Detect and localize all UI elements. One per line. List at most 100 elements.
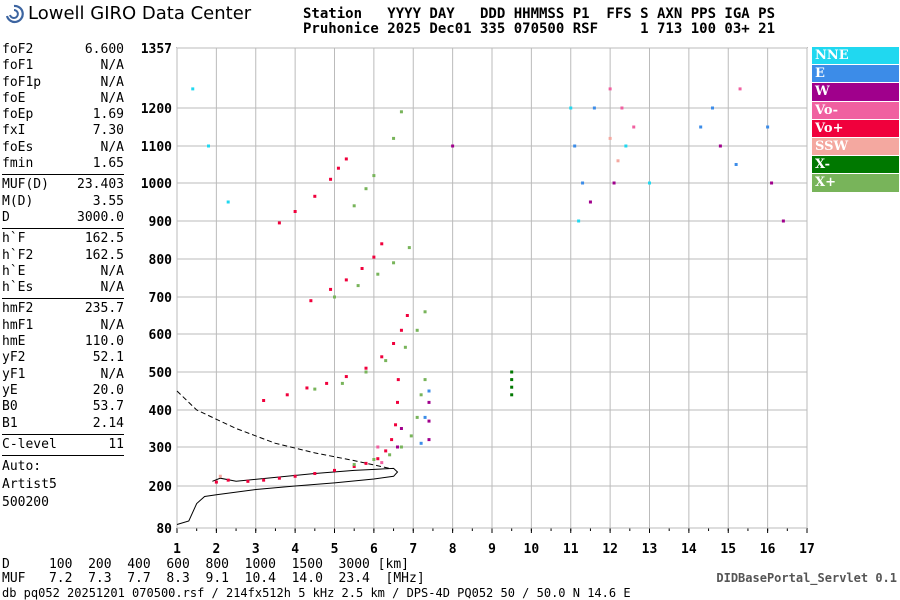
param-name: foF1 [2, 58, 34, 74]
density-profile-dashed [176, 390, 390, 469]
param-row: yE 20.0 [2, 383, 124, 399]
param-value: 1.69 [92, 107, 124, 123]
echo-point-e [711, 106, 714, 110]
echo-point-vo [336, 166, 340, 170]
echo-point-e [699, 125, 703, 129]
param-name: M(D) [2, 193, 34, 209]
echo-point-vo [313, 472, 317, 476]
echo-point-vo [392, 342, 396, 345]
x-tick-label: 11 [563, 542, 579, 557]
echo-point-vo [360, 267, 364, 270]
param-name: hmE [2, 334, 26, 350]
echo-point-nne [569, 106, 573, 110]
echo-point-x [333, 295, 336, 299]
legend-item: X- [812, 156, 899, 174]
echo-point-vo [277, 221, 281, 225]
echo-point-vo [285, 393, 289, 397]
param-value: 162.5 [84, 231, 124, 247]
x-tick-label: 13 [642, 542, 658, 557]
echo-point-vo [608, 87, 612, 91]
param-value: 3000.0 [77, 209, 124, 225]
echo-point-vo [262, 399, 266, 402]
echo-point-e [766, 125, 770, 129]
echo-point-nne [226, 200, 230, 204]
param-value: 6.600 [84, 42, 124, 57]
param-value: 20.0 [92, 382, 124, 398]
echo-point-vo [226, 478, 230, 482]
param-name: B0 [2, 399, 18, 415]
legend-item: NNE [812, 47, 899, 65]
echo-point-vo [364, 366, 368, 370]
scaled-parameters-panel: foF2 6.600 foF1 N/A foF1p N/A foE N/A foEp 1.69 fx… [2, 42, 124, 512]
echo-point-vo [277, 476, 281, 480]
param-value: 235.7 [84, 301, 124, 317]
footer-muf-row: MUF 7.2 7.3 7.7 8.3 9.1 10.4 14.0 23.4 [… [2, 571, 425, 586]
echo-point-x [423, 378, 427, 382]
param-name: foEp [2, 107, 34, 123]
param-name: foEs [2, 139, 34, 155]
echo-point-x [423, 310, 427, 314]
echo-point-ssw [218, 474, 222, 478]
echo-point-vo [399, 328, 403, 332]
echo-point-x [372, 457, 376, 461]
param-value: 2.14 [92, 415, 124, 431]
x-tick-label: 10 [524, 542, 540, 557]
x-tick-label: 15 [720, 542, 736, 557]
echo-point-vo [305, 386, 309, 390]
param-separator [2, 228, 124, 230]
param-row: h`F 162.5 [2, 231, 124, 247]
echo-point-x [510, 370, 514, 374]
legend-item: SSW [812, 137, 899, 156]
param-value: 23.403 [77, 177, 124, 193]
param-row: yF2 52.1 [2, 350, 124, 366]
echo-point-x [364, 187, 368, 191]
echo-point-vo [364, 461, 368, 465]
giro-swirl-icon [5, 4, 24, 23]
footer-file-info: db pq052 20251201 070500.rsf / 214fx512h… [2, 586, 631, 600]
param-name: B1 [2, 415, 18, 431]
param-row: fmin 1.65 [2, 156, 124, 172]
param-name: yF1 [2, 366, 26, 382]
echo-point-vo [313, 194, 317, 198]
y-tick-label: 200 [149, 480, 173, 495]
param-separator [2, 298, 124, 300]
echo-point-w [396, 445, 399, 449]
echo-point-vo [329, 177, 333, 181]
echo-point-ssw [608, 136, 612, 140]
echo-point-x [352, 204, 356, 208]
echo-point-vo [293, 210, 297, 213]
echo-point-vo [329, 287, 333, 291]
echo-point-x [510, 393, 514, 397]
echo-point-nne [624, 144, 628, 148]
legend-item: W [812, 83, 899, 101]
legend-item: E [812, 65, 899, 83]
x-tick-label: 8 [449, 542, 457, 557]
echo-point-vo [390, 438, 394, 442]
echo-point-w [612, 181, 616, 185]
echo-point-x [399, 110, 403, 114]
echo-point-x [392, 261, 396, 265]
param-row: foF1p N/A [2, 75, 124, 91]
echo-point-vo [344, 157, 348, 161]
echo-point-vo [632, 125, 636, 129]
y-tick-label: 500 [149, 366, 173, 381]
y-tick-label: 800 [149, 253, 173, 268]
param-row: hmF2 235.7 [2, 301, 124, 317]
autoscale-info: 500200 [2, 495, 49, 511]
echo-point-nne [207, 144, 210, 148]
echo-point-vo [214, 480, 218, 484]
autoscale-info: Auto: [2, 459, 42, 475]
echo-point-e [423, 415, 427, 419]
echo-point-x [415, 328, 419, 332]
echo-point-x [313, 387, 317, 391]
echo-point-x [340, 381, 344, 385]
y-tick-label: 600 [149, 328, 173, 343]
param-value: N/A [100, 58, 124, 74]
y-tick-label: 1200 [141, 102, 172, 117]
param-name: h`E [2, 263, 26, 279]
y-tick-label: 300 [149, 441, 173, 456]
param-name: yF2 [2, 350, 26, 366]
echo-point-vo [309, 299, 313, 303]
param-row: MUF(D) 23.403 [2, 177, 124, 193]
y-tick-label: 900 [149, 215, 173, 230]
